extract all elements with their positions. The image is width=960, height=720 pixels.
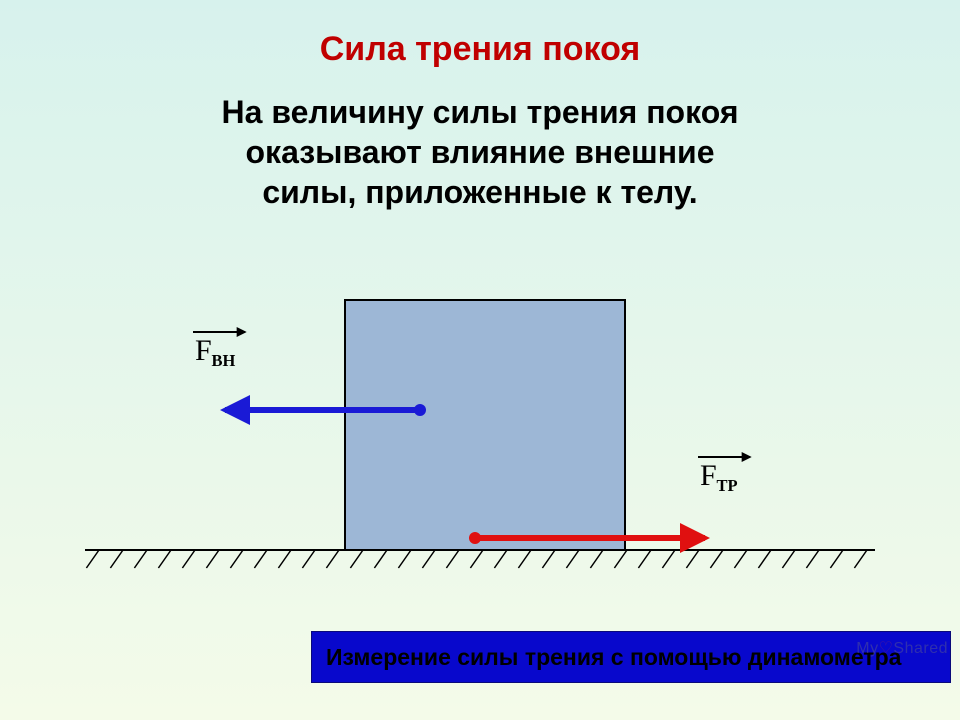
footer-link-box[interactable]: Измерение силы трения с помощью динамоме…	[311, 631, 951, 683]
svg-text:F: F	[700, 459, 717, 492]
subtitle-line-2: оказывают влияние внешние	[246, 134, 715, 170]
watermark-suffix: Shared	[893, 640, 948, 657]
subtitle-line-3: силы, приложенные к телу.	[262, 174, 697, 210]
svg-text:F: F	[195, 334, 212, 367]
subtitle-line-1: На величину силы трения покоя	[222, 94, 739, 130]
svg-text:ТР: ТР	[717, 476, 738, 495]
heart-icon: ♡	[879, 640, 894, 657]
footer-link-text: Измерение силы трения с помощью динамоме…	[326, 644, 901, 671]
slide-subtitle: На величину силы трения покоя оказывают …	[0, 92, 960, 212]
watermark-prefix: My	[856, 640, 878, 657]
svg-text:ВН: ВН	[212, 351, 236, 370]
force-diagram: FВНFТР	[85, 280, 875, 610]
slide-title: Сила трения покоя	[0, 30, 960, 69]
watermark: My♡Shared	[856, 638, 948, 658]
slide-root: Сила трения покоя На величину силы трени…	[0, 0, 960, 720]
